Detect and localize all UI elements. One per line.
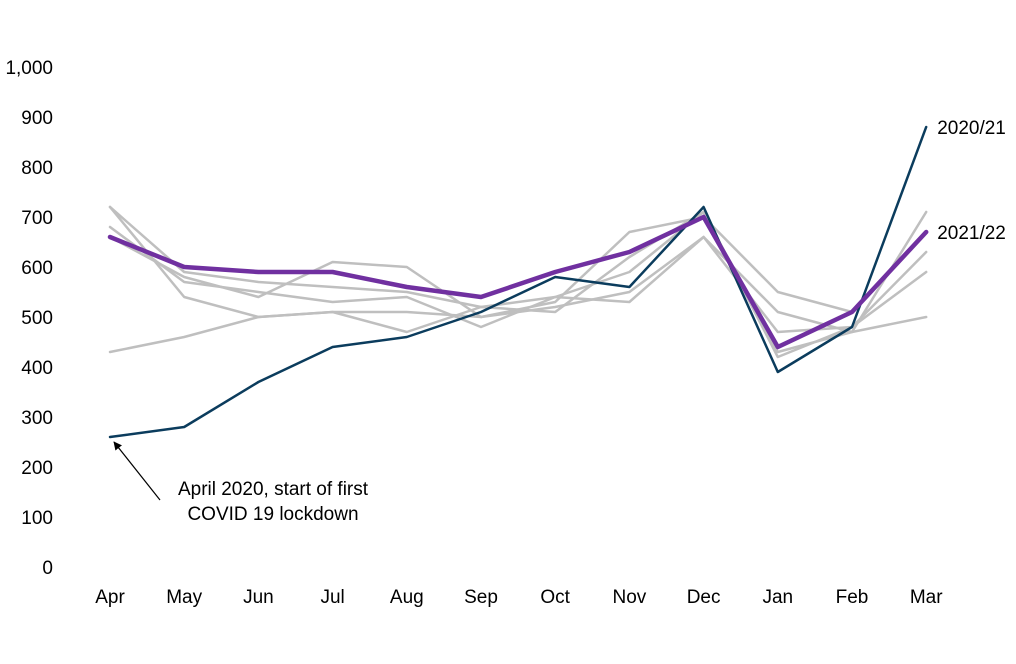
x-tick-label: Jan	[762, 587, 793, 608]
y-tick-label: 100	[21, 508, 53, 529]
y-tick-label: 300	[21, 408, 53, 429]
x-tick-label: May	[166, 587, 202, 608]
y-tick-label: 900	[21, 108, 53, 129]
series-layer	[107, 125, 929, 439]
series-line-background-3	[108, 210, 928, 359]
x-tick-label: Apr	[95, 587, 125, 608]
annotation-text: April 2020, start of first	[178, 479, 369, 500]
y-tick-label: 200	[21, 458, 53, 479]
x-tick-label: Sep	[464, 587, 498, 608]
annotation-text: COVID 19 lockdown	[187, 504, 358, 525]
y-tick-label: 400	[21, 358, 53, 379]
x-tick-label: Dec	[687, 587, 721, 608]
x-tick-label: Jul	[320, 587, 344, 608]
x-tick-label: Mar	[910, 587, 943, 608]
y-tick-label: 700	[21, 208, 53, 229]
axis-layer: 0 100 200 300 400 500 600 700 800 900 1,000 Apr May J…	[5, 58, 943, 608]
annotation-arrow	[113, 441, 161, 501]
series-label-2021-22: 2021/22	[937, 223, 1006, 244]
y-tick-label: 800	[21, 158, 53, 179]
x-tick-label: Nov	[613, 587, 647, 608]
x-tick-label: Feb	[836, 587, 869, 608]
series-line-2020-21	[108, 125, 928, 439]
annotation-layer: April 2020, start of first COVID 19 lockd…	[113, 441, 369, 525]
label-layer: 2020/21 2021/22	[937, 118, 1006, 244]
series-line-background-5	[108, 210, 928, 354]
series-line-background-1	[108, 205, 928, 334]
x-tick-label: Aug	[390, 587, 424, 608]
y-tick-label: 500	[21, 308, 53, 329]
y-tick-label: 0	[42, 558, 53, 579]
x-tick-label: Oct	[540, 587, 570, 608]
series-label-2020-21: 2020/21	[937, 118, 1006, 139]
y-tick-label: 600	[21, 258, 53, 279]
x-tick-label: Jun	[243, 587, 274, 608]
series-line-2021-22	[107, 214, 929, 350]
y-tick-label: 1,000	[5, 58, 53, 79]
